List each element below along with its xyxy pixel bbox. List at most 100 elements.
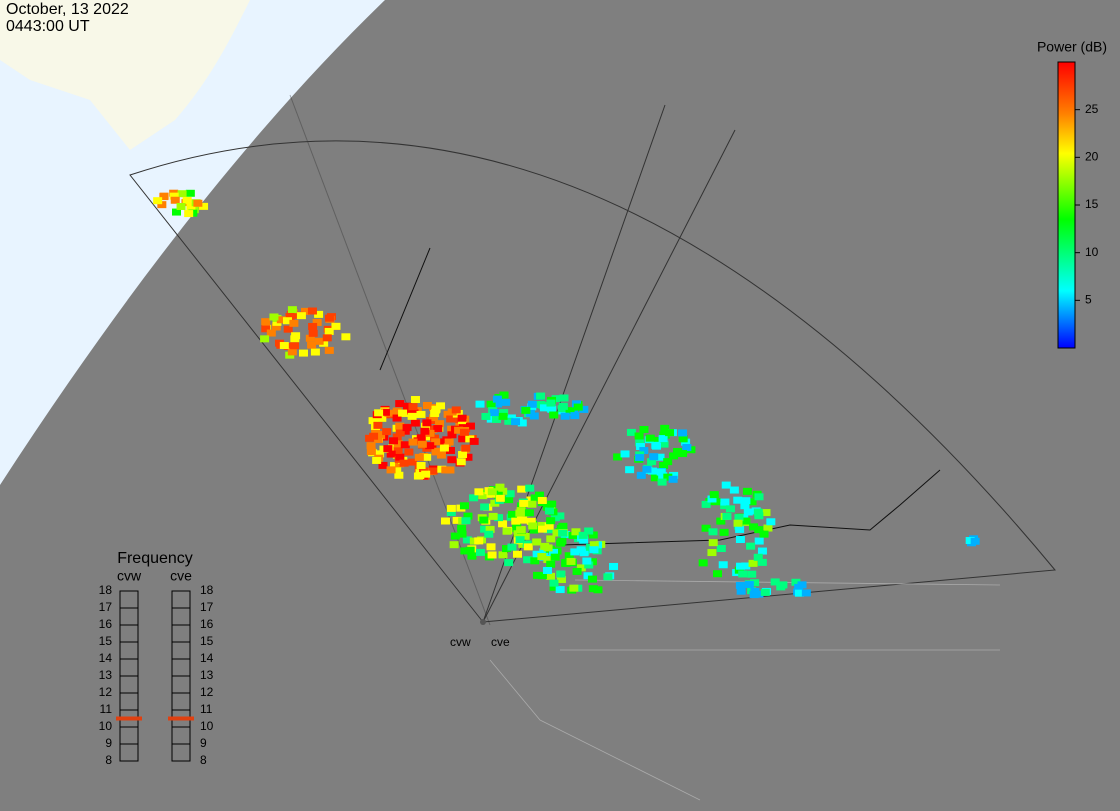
echo-cell: [459, 502, 469, 510]
echo-cell: [386, 450, 396, 458]
echo-cell: [663, 473, 673, 481]
echo-cell: [744, 581, 754, 589]
echo-cell: [502, 545, 512, 553]
echo-cell: [537, 496, 547, 504]
echo-cell: [639, 425, 649, 433]
echo-cell: [428, 414, 438, 422]
gauge-tick-label: 16: [200, 617, 214, 631]
echo-cell: [549, 583, 559, 591]
echo-cell: [383, 445, 393, 453]
echo-cell: [285, 312, 295, 320]
echo-cell: [725, 505, 735, 513]
echo-cell: [172, 208, 182, 216]
echo-cell: [672, 448, 682, 456]
echo-cell: [735, 581, 745, 589]
echo-cell: [368, 417, 378, 425]
echo-cell: [193, 199, 203, 207]
echo-cell: [480, 503, 490, 511]
echo-cell: [665, 429, 675, 437]
echo-cell: [400, 427, 410, 435]
echo-cell: [184, 210, 194, 218]
echo-cell: [410, 419, 420, 427]
echo-cell: [663, 458, 673, 466]
echo-cell: [492, 395, 502, 403]
radar-echoes: [153, 189, 980, 599]
echo-cell: [549, 411, 559, 419]
echo-cell: [519, 499, 529, 507]
echo-cell: [494, 514, 504, 522]
echo-cell: [425, 442, 435, 450]
echo-cell: [312, 318, 322, 326]
echo-cell: [520, 509, 530, 517]
echo-cell: [678, 429, 688, 437]
echo-cell: [416, 434, 426, 442]
echo-cell: [322, 334, 332, 342]
gauge-tick-label: 18: [99, 583, 113, 597]
echo-cell: [794, 589, 804, 597]
echo-cell: [416, 461, 426, 469]
echo-cell: [555, 512, 565, 520]
echo-cell: [735, 525, 745, 533]
echo-cell: [546, 517, 556, 525]
echo-cell: [539, 548, 549, 556]
echo-cell: [307, 307, 317, 315]
echo-cell: [651, 442, 661, 450]
echo-cell: [433, 425, 443, 433]
echo-cell: [537, 572, 547, 580]
echo-cell: [584, 527, 594, 535]
echo-cell: [505, 490, 515, 498]
echo-cell: [754, 493, 764, 501]
echo-cell: [400, 441, 410, 449]
colorbar-tick-label: 10: [1085, 245, 1099, 259]
echo-cell: [305, 334, 315, 342]
echo-cell: [422, 401, 432, 409]
echo-cell: [544, 522, 554, 530]
echo-cell: [573, 403, 583, 411]
echo-cell: [153, 197, 163, 205]
echo-cell: [698, 559, 708, 567]
echo-cell: [392, 433, 402, 441]
echo-cell: [546, 572, 556, 580]
echo-cell: [307, 341, 317, 349]
echo-cell: [719, 528, 729, 536]
echo-cell: [517, 419, 527, 427]
echo-cell: [475, 400, 485, 408]
echo-cell: [433, 447, 443, 455]
echo-cell: [186, 203, 196, 211]
echo-cell: [408, 403, 418, 411]
echo-cell: [761, 509, 771, 517]
echo-cell: [413, 472, 423, 480]
gauge-tick-label: 9: [105, 736, 112, 750]
echo-cell: [707, 549, 717, 557]
echo-cell: [441, 466, 451, 474]
echo-cell: [504, 559, 514, 567]
echo-cell: [748, 559, 758, 567]
echo-cell: [266, 329, 276, 337]
echo-cell: [512, 550, 522, 558]
echo-cell: [532, 571, 542, 579]
echo-cell: [521, 406, 531, 414]
echo-cell: [722, 512, 732, 520]
echo-cell: [456, 458, 466, 466]
echo-cell: [753, 553, 763, 561]
echo-cell: [543, 526, 553, 534]
echo-cell: [716, 545, 726, 553]
echo-cell: [625, 466, 635, 474]
echo-cell: [282, 317, 292, 325]
colorbar-title: Power (dB): [1037, 39, 1107, 55]
echo-cell: [801, 589, 811, 597]
echo-cell: [569, 584, 579, 592]
echo-cell: [561, 560, 571, 568]
echo-cell: [504, 496, 514, 504]
echo-cell: [766, 518, 776, 526]
echo-cell: [425, 429, 435, 437]
echo-cell: [658, 472, 668, 480]
echo-cell: [735, 536, 745, 544]
echo-cell: [589, 546, 599, 554]
echo-cell: [579, 405, 589, 413]
echo-cell: [451, 406, 461, 414]
echo-cell: [754, 537, 764, 545]
echo-cell: [159, 193, 169, 201]
echo-cell: [283, 325, 293, 333]
colorbar-tick-label: 15: [1085, 197, 1099, 211]
